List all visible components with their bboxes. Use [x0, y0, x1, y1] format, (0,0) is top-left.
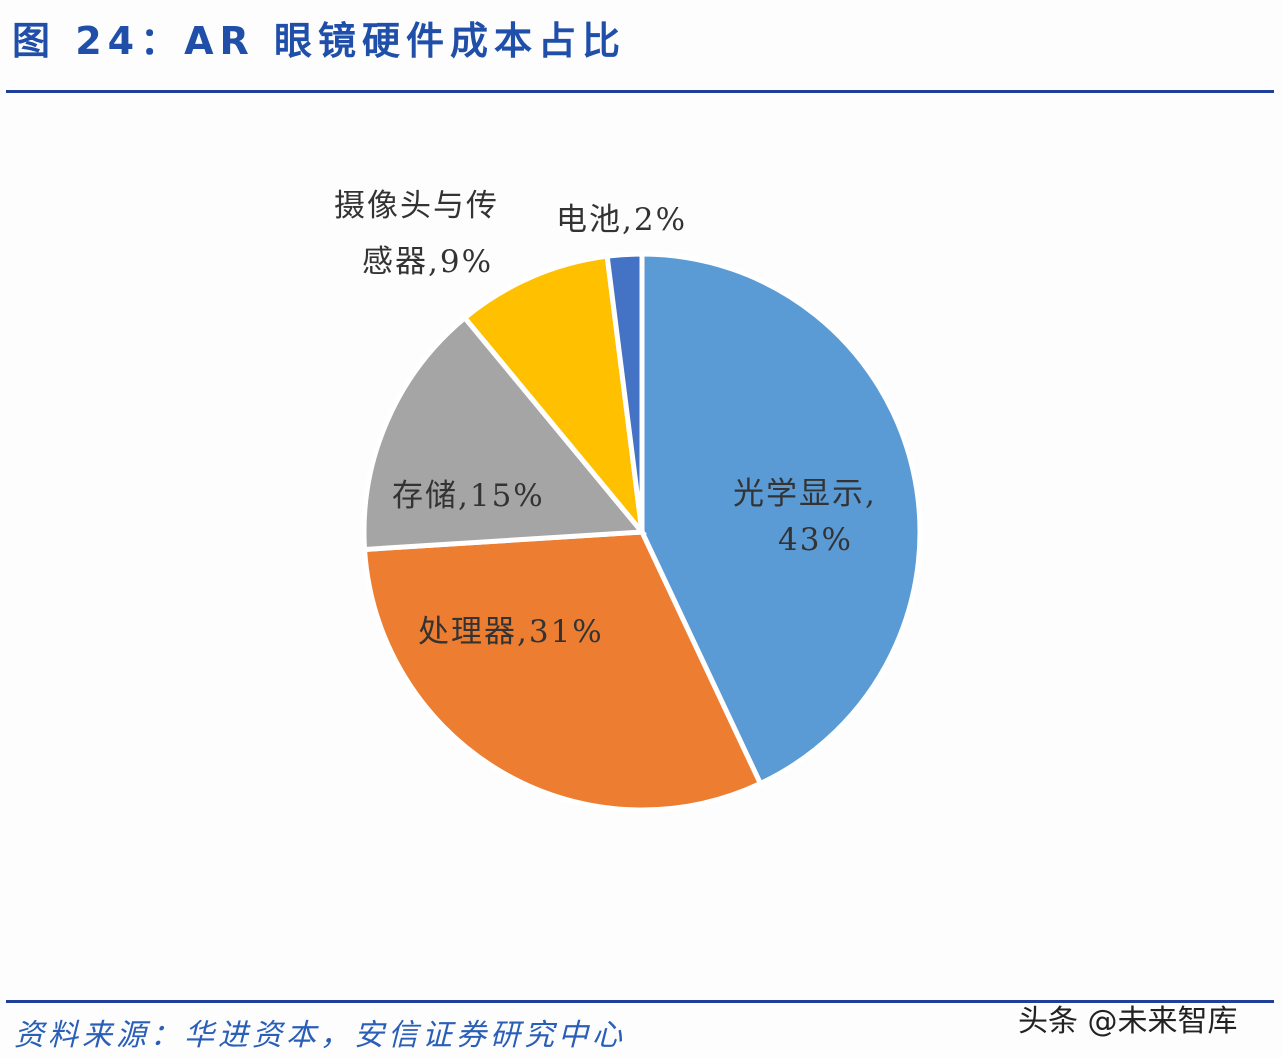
label-battery: 电池,2%: [556, 202, 688, 238]
pie-slice-2: [361, 314, 648, 553]
pie-slice-4: [604, 251, 645, 533]
pie-slice-3: [461, 253, 646, 541]
watermark: 头条 @未来智库: [1018, 1004, 1238, 1039]
footer-divider: [6, 1000, 1274, 1003]
chart-title: 图 24：AR 眼镜硬件成本占比: [12, 19, 627, 63]
source-note: 资料来源：华进资本，安信证券研究中心: [14, 1018, 626, 1053]
pie-slice-0: [639, 251, 923, 787]
label-camera-sensor: 摄像头与传: [334, 188, 499, 224]
label-processor: 处理器,31%: [418, 614, 604, 650]
title-divider: [6, 90, 1274, 93]
label-camera-sensor-pct: 感器,9%: [362, 244, 494, 280]
label-optical-display: 光学显示,: [733, 476, 877, 512]
pie-slices: [361, 251, 923, 813]
label-optical-display-pct: 43%: [778, 522, 853, 558]
label-storage: 存储,15%: [392, 478, 545, 514]
pie-slice-1: [361, 529, 764, 813]
